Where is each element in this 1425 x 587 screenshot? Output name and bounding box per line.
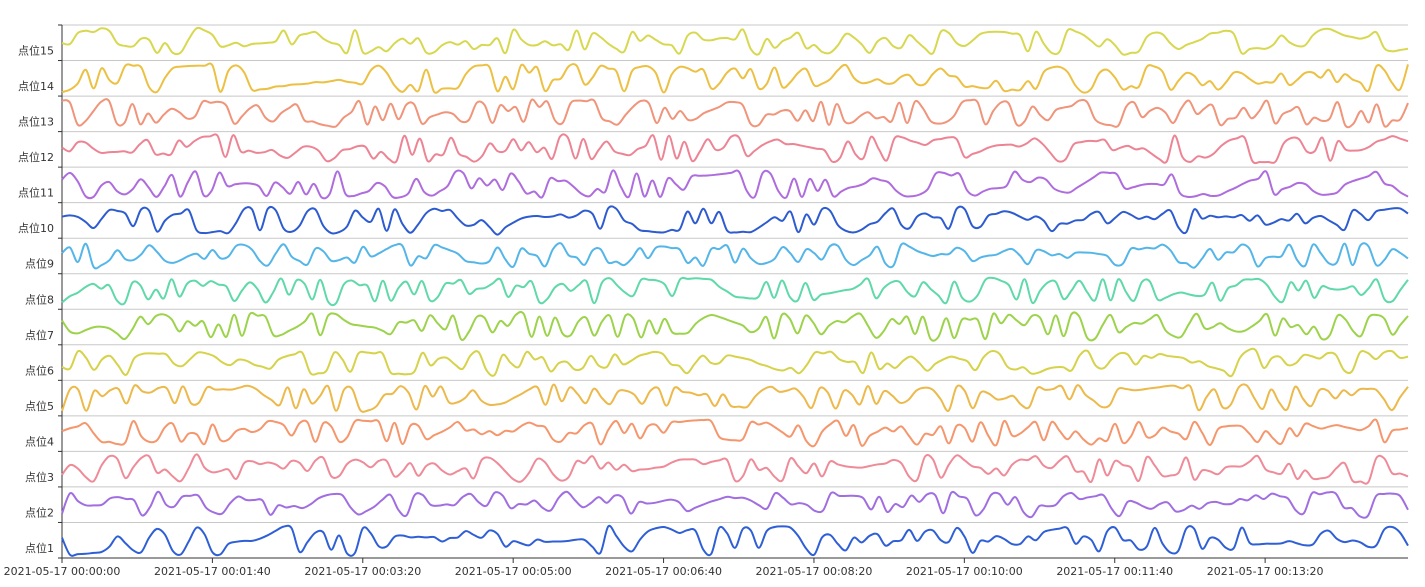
axes [58, 24, 1408, 563]
x-tick-label: 2021-05-17 00:01:40 [154, 565, 271, 578]
series-lines [61, 26, 1409, 557]
lane-label: 点位15 [18, 44, 54, 58]
x-tick-label: 2021-05-17 00:08:20 [756, 565, 873, 578]
x-tick-label: 2021-05-17 00:00:00 [4, 565, 121, 578]
lane-label: 点位13 [18, 115, 54, 129]
series-line [61, 98, 1409, 129]
x-tick-label: 2021-05-17 00:10:00 [906, 565, 1023, 578]
lane-labels: 点位1 点位2 点位3 点位4 点位5 点位6 点位7 点位8 点位9 点位10 点位11 点位12 点… [18, 44, 54, 555]
series-line [61, 169, 1409, 200]
series-line [61, 347, 1409, 378]
x-tick-label: 2021-05-17 00:13:20 [1207, 565, 1324, 578]
lane-label: 点位10 [18, 221, 54, 235]
lane-label: 点位2 [25, 505, 54, 519]
series-line [61, 418, 1409, 448]
grid-lines [62, 24, 1408, 523]
series-line [61, 26, 1409, 56]
lane-label: 点位14 [18, 79, 54, 93]
lane-label: 点位9 [25, 257, 54, 271]
series-line [61, 205, 1409, 236]
series-line [61, 242, 1409, 270]
x-tick-label: 2021-05-17 00:06:40 [605, 565, 722, 578]
lane-label: 点位1 [25, 541, 54, 555]
series-line [61, 310, 1409, 342]
lane-label: 点位6 [25, 363, 54, 377]
lane-label: 点位3 [25, 470, 54, 484]
series-line [61, 490, 1409, 519]
lane-label: 点位11 [18, 186, 54, 200]
series-line [61, 276, 1409, 307]
series-line [61, 524, 1409, 557]
x-tick-labels: 2021-05-17 00:00:00 2021-05-17 00:01:40 20… [4, 565, 1324, 578]
series-line [61, 62, 1409, 94]
x-tick-label: 2021-05-17 00:05:00 [455, 565, 572, 578]
x-tick-label: 2021-05-17 00:03:20 [304, 565, 421, 578]
lane-label: 点位12 [18, 150, 54, 164]
series-line [61, 133, 1409, 165]
lane-label: 点位5 [25, 399, 54, 413]
lane-label: 点位7 [25, 328, 54, 342]
series-line [61, 383, 1409, 413]
x-tick-label: 2021-05-17 00:11:40 [1056, 565, 1173, 578]
lane-label: 点位8 [25, 292, 54, 306]
series-line [61, 453, 1409, 485]
lane-label: 点位4 [25, 434, 54, 448]
